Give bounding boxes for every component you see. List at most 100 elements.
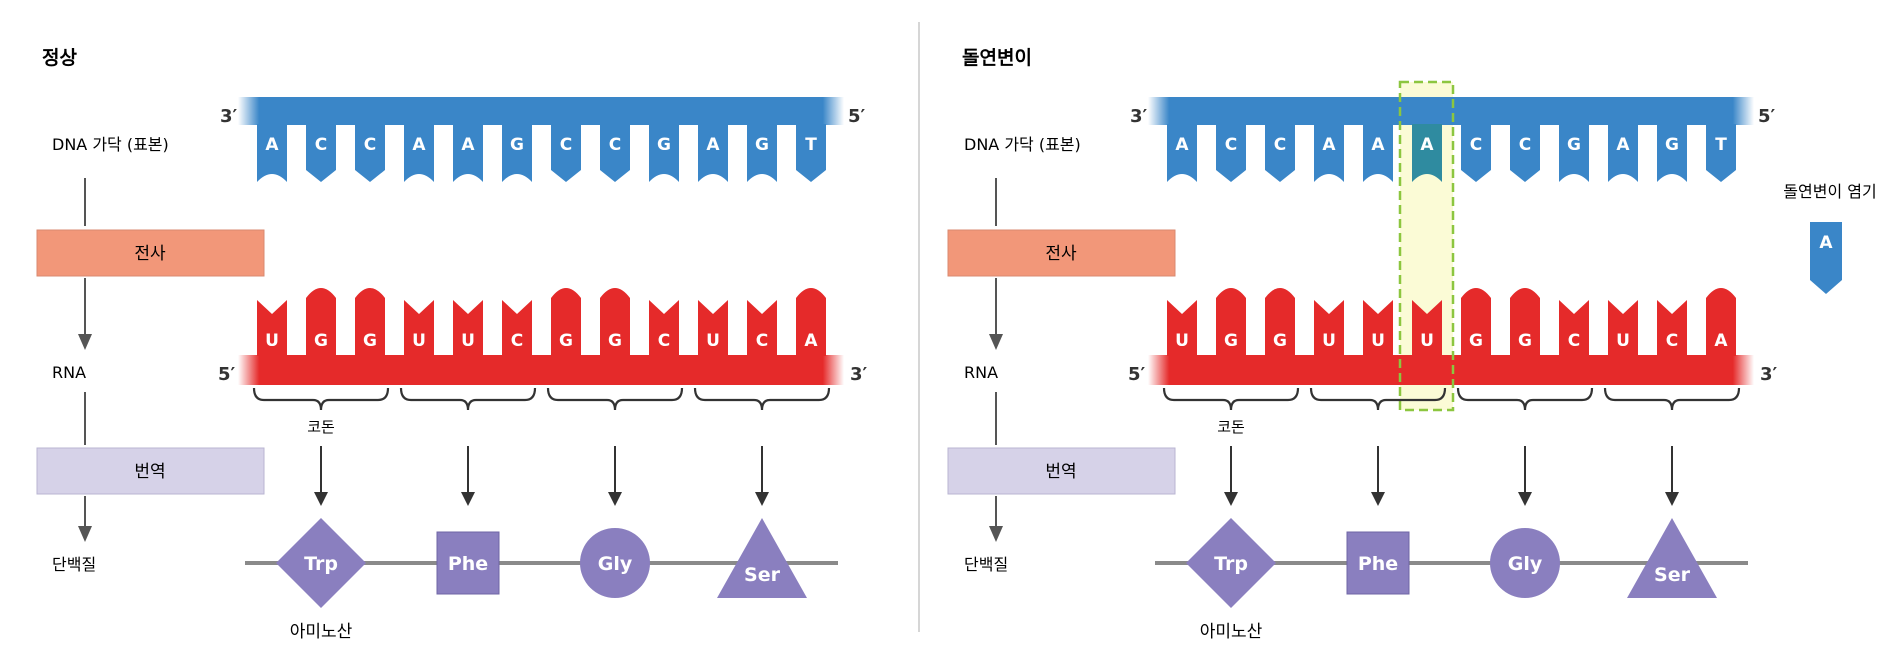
transcription-label: 전사	[134, 244, 166, 264]
codon-arrowhead-icon	[461, 492, 475, 506]
rna-base-shape	[747, 300, 777, 356]
rna-base: U	[1167, 300, 1197, 356]
dna-base: C	[1265, 124, 1295, 182]
rna-end-right: 3′	[1760, 364, 1778, 385]
dna-base: C	[1216, 124, 1246, 182]
rna-base-letter: U	[1322, 331, 1336, 351]
rna-base: G	[600, 288, 630, 356]
rna-base-shape	[698, 300, 728, 356]
mutation-highlight-box	[1398, 80, 1455, 412]
dna-backbone	[1148, 97, 1754, 125]
dna-base-letter: A	[461, 135, 475, 155]
dna-base-letter: A	[1420, 135, 1434, 155]
rna-label: RNA	[964, 363, 998, 382]
dna-base: A	[1412, 124, 1442, 182]
dna-base: T	[1706, 124, 1736, 182]
dna-base-shape	[1363, 124, 1393, 182]
dna-base-shape	[1657, 124, 1687, 182]
flow-arrowhead-icon	[78, 526, 92, 542]
codon-brace	[693, 387, 831, 411]
codon-brace	[252, 387, 390, 411]
amino-acid-circle	[580, 528, 650, 598]
dna-base: C	[1510, 124, 1540, 182]
dna-end-left: 3′	[220, 106, 238, 127]
rna-base-shape	[257, 300, 287, 356]
dna-base-letter: A	[1175, 135, 1189, 155]
rna-base-letter: G	[314, 331, 328, 351]
rna-base: G	[306, 288, 336, 356]
dna-base-letter: G	[657, 135, 671, 155]
rna-base: C	[1657, 300, 1687, 356]
dna-backbone	[238, 97, 844, 125]
rna-base-shape	[453, 300, 483, 356]
rna-base: A	[796, 288, 826, 356]
amino-acid-square	[436, 531, 500, 595]
rna-base-shape	[1706, 288, 1736, 356]
panel-mutant: 돌연변이 DNA 가닥 (표본) 전사 RNA 번역 단백질 3′ 5′ A C C…	[947, 47, 1877, 642]
dna-base: A	[404, 124, 434, 182]
dna-base-shape	[1461, 124, 1491, 182]
dna-base-shape	[1608, 124, 1638, 182]
codon-label: 코돈	[1217, 418, 1245, 436]
rna-base-letter: U	[1616, 331, 1630, 351]
dna-base-letter: A	[1371, 135, 1385, 155]
rna-base: U	[698, 300, 728, 356]
rna-base-shape	[1510, 288, 1540, 356]
dna-base-shape	[1265, 124, 1295, 182]
rna-base-letter: C	[1666, 331, 1678, 351]
rna-base-letter: C	[658, 331, 670, 351]
rna-base-letter: U	[1175, 331, 1189, 351]
rna-base-shape	[1412, 300, 1442, 356]
dna-base-shape	[1706, 124, 1736, 182]
dna-base-letter: G	[1665, 135, 1679, 155]
dna-base: G	[649, 124, 679, 182]
amino-acid-label: 아미노산	[1200, 622, 1263, 642]
rna-base: U	[453, 300, 483, 356]
transcription-box	[947, 229, 1176, 277]
dna-base: G	[502, 124, 532, 182]
amino-acid-name: Ser	[1654, 564, 1691, 586]
dna-base-shape	[600, 124, 630, 182]
rna-base-shape	[1461, 288, 1491, 356]
dna-base-shape	[306, 124, 336, 182]
mutant-base-legend: A	[1810, 222, 1842, 294]
amino-acid-name: Gly	[598, 553, 633, 575]
rna-base-letter: G	[1469, 331, 1483, 351]
dna-base-letter: A	[706, 135, 720, 155]
rna-base: C	[747, 300, 777, 356]
rna-base: U	[1608, 300, 1638, 356]
rna-base: G	[1265, 288, 1295, 356]
rna-end-right: 3′	[850, 364, 868, 385]
flow-arrowhead-icon	[78, 334, 92, 350]
mutant-base-label: 돌연변이 염기	[1783, 182, 1876, 201]
rna-base-shape	[796, 288, 826, 356]
amino-acid-square	[1346, 531, 1410, 595]
rna-base-letter: C	[511, 331, 523, 351]
rna-base-letter: U	[1371, 331, 1385, 351]
rna-base-letter: G	[1273, 331, 1287, 351]
dna-base: A	[1167, 124, 1197, 182]
dna-base: G	[747, 124, 777, 182]
dna-base-letter: T	[1715, 135, 1727, 155]
dna-base-letter: C	[364, 135, 376, 155]
transcription-label: 전사	[1045, 244, 1077, 264]
rna-base-letter: U	[706, 331, 720, 351]
rna-base-letter: G	[363, 331, 377, 351]
dna-base-shape	[747, 124, 777, 182]
codon-brace	[1603, 387, 1741, 411]
protein-label: 단백질	[52, 555, 96, 574]
dna-end-right: 5′	[1758, 106, 1776, 127]
dna-base-shape	[1216, 124, 1246, 182]
dna-base-shape	[1167, 124, 1197, 182]
codon-label: 코돈	[307, 418, 335, 436]
dna-base: G	[1657, 124, 1687, 182]
dna-base-letter: C	[609, 135, 621, 155]
dna-base-shape	[1412, 124, 1442, 182]
rna-base: U	[1412, 300, 1442, 356]
amino-acid-circle	[1490, 528, 1560, 598]
amino-acid-name: Phe	[448, 553, 488, 575]
codon-brace	[1309, 387, 1447, 411]
codon-brace	[546, 387, 684, 411]
dna-base-shape	[502, 124, 532, 182]
rna-base-shape	[1167, 300, 1197, 356]
